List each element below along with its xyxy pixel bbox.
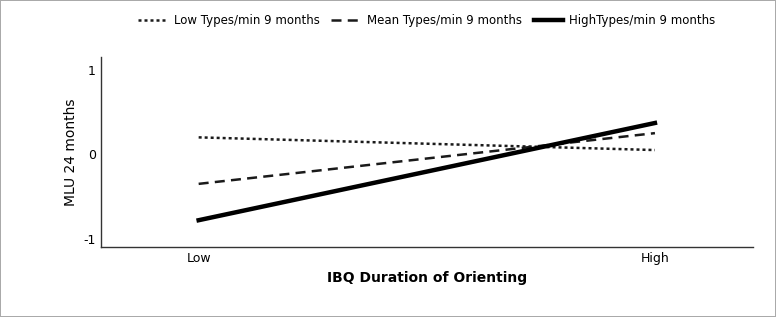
Low Types/min 9 months xyxy=(194,135,203,139)
Low Types/min 9 months xyxy=(650,148,660,152)
Line: Mean Types/min 9 months: Mean Types/min 9 months xyxy=(199,133,655,184)
Line: Low Types/min 9 months: Low Types/min 9 months xyxy=(199,137,655,150)
HighTypes/min 9 months xyxy=(194,218,203,222)
X-axis label: IBQ Duration of Orienting: IBQ Duration of Orienting xyxy=(327,271,527,285)
Mean Types/min 9 months xyxy=(194,182,203,186)
Legend: Low Types/min 9 months, Mean Types/min 9 months, HighTypes/min 9 months: Low Types/min 9 months, Mean Types/min 9… xyxy=(133,10,720,32)
Mean Types/min 9 months xyxy=(650,131,660,135)
Y-axis label: MLU 24 months: MLU 24 months xyxy=(64,98,78,206)
HighTypes/min 9 months xyxy=(650,121,660,125)
Line: HighTypes/min 9 months: HighTypes/min 9 months xyxy=(199,123,655,220)
